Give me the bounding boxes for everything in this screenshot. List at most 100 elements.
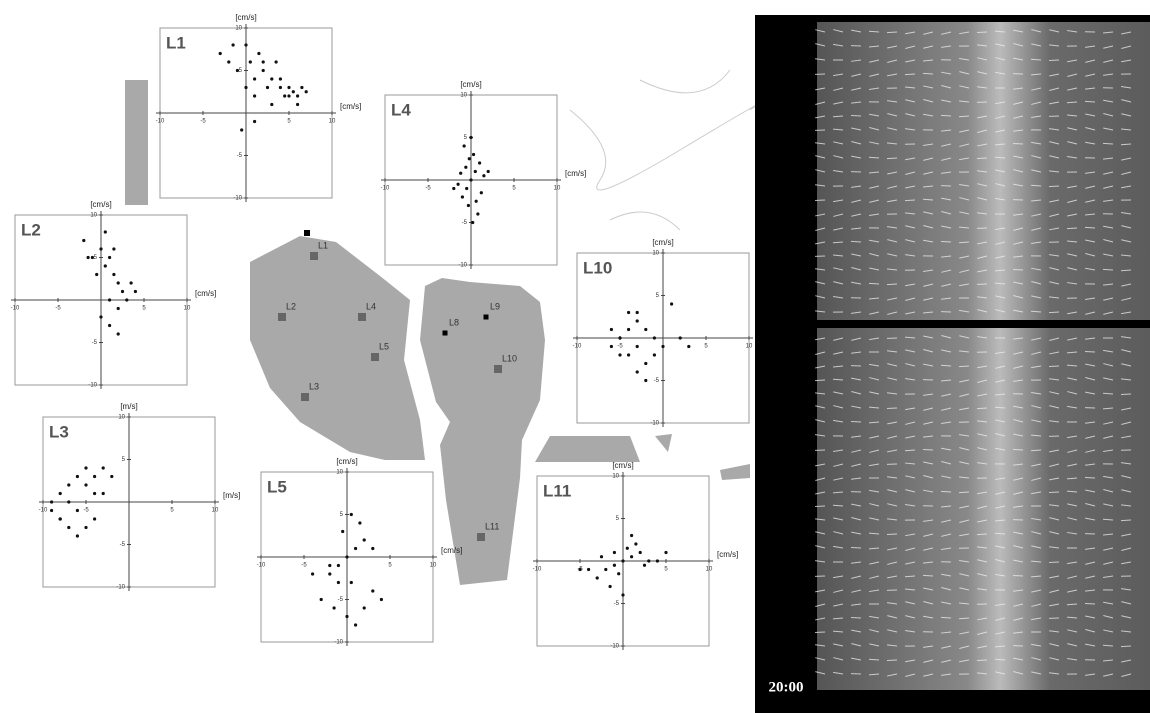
data-point — [345, 615, 348, 618]
plot-title: L2 — [21, 220, 41, 239]
x-tick-label: -5 — [617, 344, 623, 350]
data-point — [647, 559, 650, 562]
data-point — [634, 542, 637, 545]
station-marker — [358, 313, 366, 321]
arrow — [851, 115, 861, 116]
data-point — [117, 307, 120, 310]
data-point — [664, 551, 667, 554]
data-point — [621, 593, 624, 596]
data-point — [262, 60, 265, 63]
y-axis-label: [cm/s] — [612, 461, 633, 470]
data-point — [345, 555, 348, 558]
y-axis-label: [cm/s] — [235, 13, 256, 22]
arrow — [941, 491, 951, 492]
data-point — [630, 534, 633, 537]
arrow — [1103, 269, 1113, 270]
data-point — [380, 598, 383, 601]
x-tick-label: -10 — [11, 306, 20, 312]
arrow — [905, 200, 915, 201]
data-point — [67, 526, 70, 529]
scatter-plot: -10-5510-10-5510L2[cm/s][cm/s] — [11, 200, 217, 389]
arrow — [959, 366, 969, 367]
x-tick-label: -10 — [533, 567, 542, 573]
station-label: L1 — [318, 240, 328, 250]
y-tick-label: -5 — [462, 220, 468, 226]
data-point — [67, 500, 70, 503]
station-marker — [371, 353, 379, 361]
data-point — [472, 153, 475, 156]
data-point — [363, 538, 366, 541]
data-point — [275, 60, 278, 63]
x-tick-label: 10 — [746, 344, 753, 350]
data-point — [296, 94, 299, 97]
river — [610, 212, 680, 230]
data-point — [636, 370, 639, 373]
scatter-plot: -10-5510-10-5510L11[cm/s][cm/s] — [533, 461, 739, 650]
lake-small — [535, 436, 640, 462]
data-point — [587, 568, 590, 571]
y-axis-label: [cm/s] — [652, 238, 673, 247]
arrow — [995, 407, 1005, 408]
data-point — [468, 157, 471, 160]
data-point — [108, 298, 111, 301]
vector-field — [817, 22, 1150, 320]
scatter-plot: -10-5510-10-5510L4[cm/s][cm/s] — [381, 80, 587, 269]
arrow — [1049, 186, 1059, 187]
data-point — [67, 483, 70, 486]
arrow — [1085, 227, 1095, 228]
data-point — [266, 86, 269, 89]
data-point — [610, 328, 613, 331]
arrow — [1103, 143, 1113, 144]
y-tick-label: -10 — [458, 263, 467, 269]
station-marker — [278, 313, 286, 321]
data-point — [487, 170, 490, 173]
data-point — [300, 86, 303, 89]
data-point — [626, 547, 629, 550]
data-point — [227, 60, 230, 63]
arrow — [977, 32, 987, 33]
plot-title: L10 — [583, 258, 612, 277]
data-point — [328, 564, 331, 567]
vector-field — [817, 328, 1150, 690]
station-label: L9 — [490, 301, 500, 311]
data-point — [636, 319, 639, 322]
data-point — [292, 90, 295, 93]
plot-title: L11 — [543, 481, 571, 500]
data-point — [305, 90, 308, 93]
data-point — [270, 77, 273, 80]
data-point — [469, 178, 472, 181]
y-tick-label: -5 — [120, 542, 126, 548]
data-point — [670, 302, 673, 305]
data-point — [636, 311, 639, 314]
data-point — [679, 336, 682, 339]
data-point — [283, 94, 286, 97]
data-point — [270, 103, 273, 106]
data-point — [108, 324, 111, 327]
y-tick-label: -5 — [654, 378, 660, 384]
data-point — [480, 191, 483, 194]
arrow — [977, 534, 987, 535]
data-point — [474, 170, 477, 173]
data-point — [279, 86, 282, 89]
y-tick-label: -5 — [237, 153, 243, 159]
figure: L1L2L4L5L3L8L9L10L11 -10-5510-10-5510L1[… — [0, 0, 1150, 713]
data-point — [371, 589, 374, 592]
y-tick-label: -10 — [650, 421, 659, 427]
data-point — [471, 221, 474, 224]
data-point — [596, 576, 599, 579]
arrow — [923, 575, 933, 576]
x-tick-label: 10 — [706, 567, 713, 573]
data-point — [320, 598, 323, 601]
data-point — [459, 172, 462, 175]
scatter-plot: -10-5510-10-5510L3[m/s][m/s] — [39, 402, 241, 591]
data-point — [253, 94, 256, 97]
data-point — [104, 264, 107, 267]
data-point — [469, 136, 472, 139]
data-point — [76, 509, 79, 512]
data-point — [91, 256, 94, 259]
data-point — [465, 187, 468, 190]
lake-west — [250, 236, 425, 460]
station-label: L5 — [379, 341, 389, 351]
y-tick-label: 10 — [336, 470, 343, 476]
data-point — [476, 212, 479, 215]
